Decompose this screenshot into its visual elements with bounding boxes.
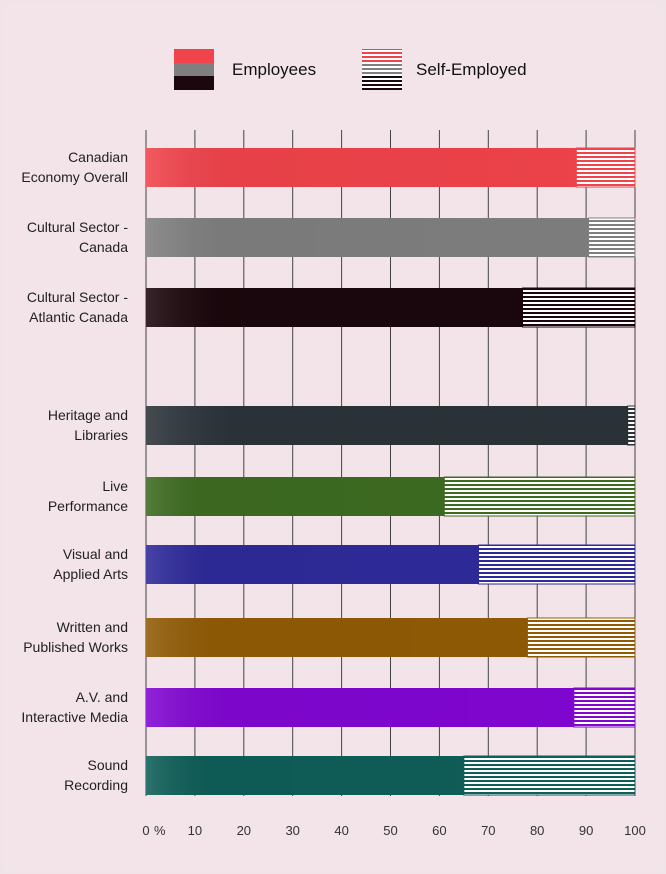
category-label: Heritage and Libraries [48,407,128,443]
x-tick-label: 100 [624,823,646,838]
bar-self-employed [522,287,636,328]
bar-self-employed [627,405,636,446]
bars [146,147,636,796]
bar-employees-shade [146,545,479,584]
x-unit-label: % [154,823,166,838]
bar-self-employed [575,147,636,188]
bar-self-employed [526,617,636,658]
x-tick-label: 70 [481,823,495,838]
bar-self-employed [443,476,636,517]
bar-employees-shade [146,218,589,257]
bar-self-employed [463,755,636,796]
bar-employees-shade [146,756,464,795]
bar-employees-shade [146,618,528,657]
legend-swatch-self-employed [362,49,402,90]
category-label: Canadian Economy Overall [21,149,128,185]
x-tick-label: 40 [334,823,348,838]
category-label: A.V. and Interactive Media [21,689,128,725]
bar-employees-shade [146,477,445,516]
x-axis-ticks: 0 10 20 30 40 50 60 70 80 90 100% [142,823,645,838]
bar-employees-shade [146,148,577,187]
category-label: Cultural Sector -Canada [27,219,128,255]
legend-label-employees: Employees [232,60,316,79]
category-label: Cultural Sector -Atlantic Canada [27,289,128,325]
category-labels: Canadian Economy Overall Cultural Sector -… [21,149,128,793]
x-tick-label: 80 [530,823,544,838]
category-label: Written and Published Works [23,619,128,655]
x-tick-label: 30 [285,823,299,838]
legend: Employees Self-Employed [174,49,527,90]
legend-swatch-employees [174,49,214,90]
bar-self-employed [573,687,636,728]
x-tick-label: 0 [142,823,149,838]
bar-employees-shade [146,688,574,727]
bar-employees-shade [146,288,523,327]
category-label: Sound Recording [64,757,128,793]
x-tick-label: 90 [579,823,593,838]
x-tick-label: 50 [383,823,397,838]
bar-self-employed [588,217,636,258]
bar-employees-shade [146,406,628,445]
legend-label-self-employed: Self-Employed [416,60,527,79]
x-tick-label: 10 [188,823,202,838]
x-tick-label: 60 [432,823,446,838]
bar-self-employed [478,544,636,585]
x-tick-label: 20 [237,823,251,838]
category-label: Live Performance [48,478,128,514]
category-label: Visual and Applied Arts [53,546,128,582]
